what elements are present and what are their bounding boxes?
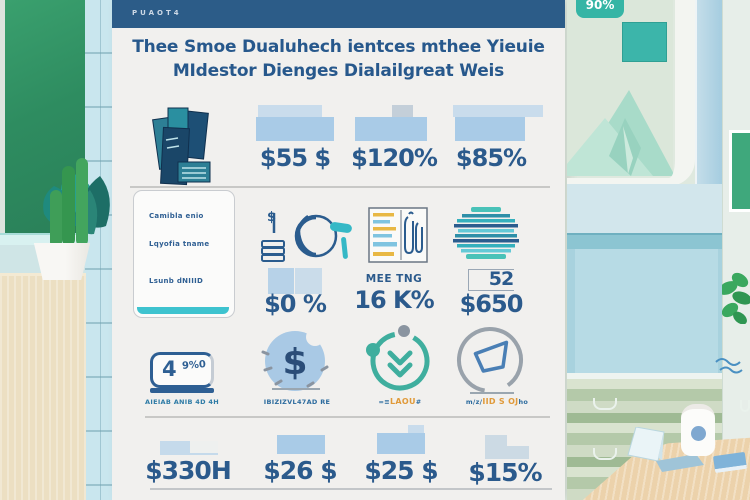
stat-label: MEE TNG	[365, 273, 423, 285]
mini-square	[295, 268, 322, 294]
item-caption: IBIZIZVL47AD RE	[263, 398, 331, 406]
stat-row2-2: MEE TNG 16 K%	[339, 0, 449, 330]
money-icon: $	[261, 210, 352, 262]
mini-bar	[256, 117, 334, 141]
stat-value: $120%	[351, 144, 438, 172]
poster-title: Thee Smoe Dualuhech ientces mthee Yieuie…	[130, 36, 547, 84]
stat-row1-2: $120%	[339, 0, 449, 180]
wall-frame	[567, 0, 695, 186]
stat-row1-3: $85%	[436, 0, 546, 180]
item-caption: m/z/IID S OJho	[465, 397, 529, 406]
drawer-handle	[593, 448, 617, 460]
item-underline	[470, 392, 514, 394]
item-caption: AIEIAB ANIB 4D 4H	[145, 398, 219, 406]
stat-value: $55 $	[259, 144, 331, 172]
mini-bar	[190, 441, 218, 455]
right-wall	[722, 0, 750, 500]
stat-row4-1: $330H	[138, 0, 238, 500]
poster-header-text: PUAOT4	[132, 9, 182, 17]
layer-stack-icon	[453, 207, 519, 259]
mini-bar	[355, 117, 427, 141]
divider	[150, 488, 552, 490]
mini-bar	[453, 105, 543, 117]
list-card: Camibla enio Lqyofia tname Lsunb dNIIID	[133, 190, 235, 318]
divider	[130, 186, 550, 188]
infographic-poster: PUAOT4 Thee Smoe Dualuhech ientces mthee…	[112, 0, 565, 500]
plant-icon	[50, 158, 110, 248]
document-icon	[368, 207, 428, 263]
svg-text:$: $	[282, 342, 307, 383]
stat-row4-4: $15%	[455, 0, 555, 500]
item-caption: =≡LAOU#	[378, 397, 422, 406]
svg-text:$: $	[267, 210, 276, 225]
list-item: Lsunb dNIIID	[149, 277, 204, 285]
flag-circle-icon	[457, 327, 523, 393]
mini-bar	[392, 105, 413, 117]
window-panel	[729, 130, 750, 212]
stat-value: $330H	[145, 456, 232, 485]
stat-row4-3: $25 $	[351, 0, 451, 500]
badge-underline	[150, 388, 214, 393]
mini-bar	[408, 425, 424, 434]
cabinet-upper	[567, 184, 722, 233]
poster-title-line2: MIdestor Dienges Dialailgreat Weis	[172, 60, 505, 81]
mini-bar	[485, 446, 529, 459]
stat-value: 16 K%	[354, 286, 434, 314]
drawer-handle	[740, 400, 750, 412]
laptop-icon	[627, 427, 704, 472]
stat-row4-2: $26 $	[250, 0, 350, 500]
tile-column	[85, 0, 112, 500]
list-accent-bar	[137, 307, 229, 314]
stat-row2-1: $0 %	[240, 0, 350, 330]
list-item: Lqyofia tname	[149, 240, 210, 248]
wall-squiggle-icon	[715, 358, 743, 374]
poster-header-bar: PUAOT4	[112, 0, 565, 28]
mini-bar	[258, 105, 322, 117]
poster-title-line1: Thee Smoe Dualuhech ientces mthee Yieuie	[132, 37, 545, 57]
dollar-circle-icon: $	[261, 328, 329, 391]
stat-value: $85%	[455, 144, 527, 172]
stat-frame	[468, 269, 514, 291]
teal-tile	[622, 22, 667, 62]
mini-bar	[277, 435, 325, 454]
percent-badge: 90%	[576, 0, 624, 18]
stat-value: $25 $	[364, 456, 438, 485]
stat-value: $0 %	[264, 290, 327, 318]
badge-number: 4	[162, 357, 177, 381]
leaf-icon	[718, 272, 750, 324]
stat-value: $650	[459, 290, 524, 318]
cabinet-band	[567, 233, 722, 249]
mini-square	[268, 268, 294, 294]
mini-bar	[377, 433, 425, 454]
counter-sill	[567, 373, 722, 379]
stat-value: $26 $	[263, 456, 337, 485]
stat-row1-1: $55 $	[240, 0, 350, 180]
plant-pot	[33, 243, 91, 280]
item-underline	[272, 388, 320, 390]
humidifier	[681, 404, 715, 456]
books-stack-icon	[152, 107, 211, 186]
device-button	[691, 426, 706, 441]
number-badge: 4 9%0	[150, 352, 214, 388]
mini-bar	[455, 117, 525, 141]
mini-bar	[160, 441, 190, 455]
cabinet-door	[567, 249, 722, 373]
stat-row2-3: 52 $650	[436, 0, 546, 330]
stat-value: $15%	[468, 458, 542, 487]
refresh-down-icon	[366, 325, 430, 391]
divider	[145, 416, 550, 418]
side-table	[0, 273, 86, 500]
list-item: Camibla enio	[149, 212, 204, 220]
drawer-handle	[593, 398, 617, 410]
stat-label: 52	[488, 268, 514, 290]
mini-bar	[485, 435, 507, 446]
